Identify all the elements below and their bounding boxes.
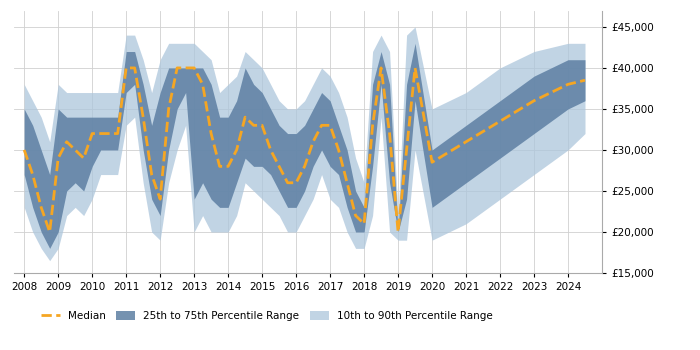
Legend: Median, 25th to 75th Percentile Range, 10th to 90th Percentile Range: Median, 25th to 75th Percentile Range, 1… bbox=[37, 307, 497, 326]
